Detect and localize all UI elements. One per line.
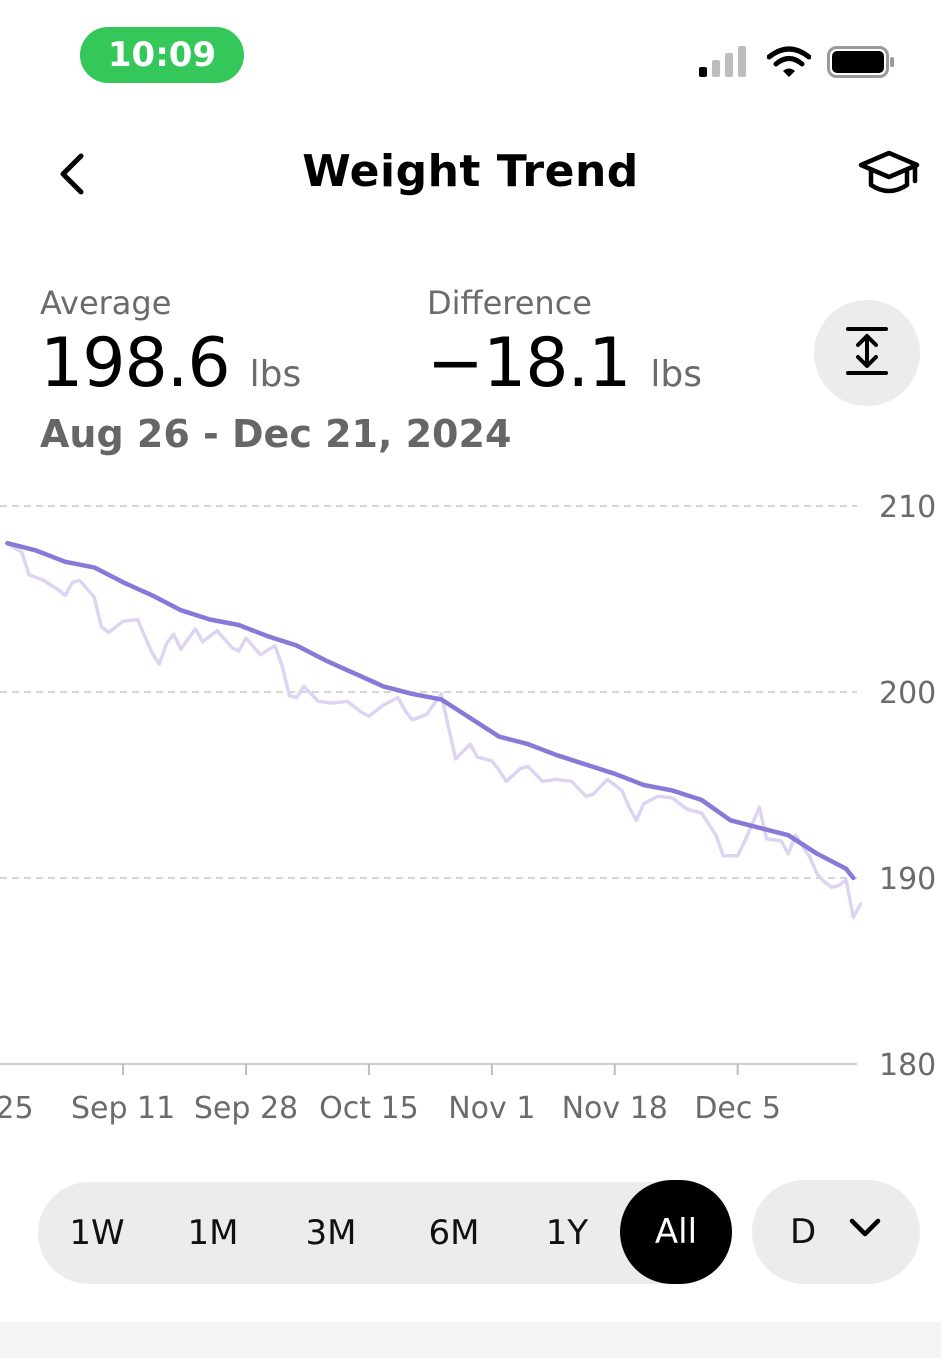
average-value: 198.6 xyxy=(40,324,231,403)
y-tick-label: 190 xyxy=(879,862,936,897)
y-tick-label: 200 xyxy=(879,676,936,711)
back-button[interactable] xyxy=(44,148,100,204)
average-label: Average xyxy=(40,284,172,322)
date-range: Aug 26 - Dec 21, 2024 xyxy=(40,412,512,456)
x-tick-label: g 25 xyxy=(0,1091,34,1126)
x-tick-label: Nov 18 xyxy=(562,1091,668,1126)
weight-chart[interactable]: 210 200 190 180 g 25 Sep 11 Sep 28 Oct 15 Nov 1 N… xyxy=(0,470,941,1150)
raw-weight-line xyxy=(5,541,863,919)
status-bar: 10:09 xyxy=(0,0,941,110)
status-icons xyxy=(699,44,895,84)
x-tick-label: Sep 28 xyxy=(194,1091,298,1126)
range-option-1w[interactable]: 1W xyxy=(69,1213,125,1253)
x-tick-label: Nov 1 xyxy=(448,1091,535,1126)
cellular-signal-icon xyxy=(699,45,751,83)
average-unit: lbs xyxy=(249,354,302,395)
range-option-all[interactable]: All xyxy=(620,1180,732,1284)
x-tick-label: Dec 5 xyxy=(694,1091,781,1126)
page-title: Weight Trend xyxy=(302,146,639,197)
x-tick-label: Sep 11 xyxy=(71,1091,175,1126)
average-stat: Average 198.6 lbs xyxy=(40,284,301,403)
difference-value: −18.1 xyxy=(427,324,631,403)
weight-chart-svg: 210 200 190 180 g 25 Sep 11 Sep 28 Oct 15 Nov 1 N… xyxy=(0,490,936,1126)
range-option-3m[interactable]: 3M xyxy=(305,1213,357,1253)
expand-vertical-icon xyxy=(845,326,889,380)
graduation-cap-icon xyxy=(857,147,921,205)
granularity-select[interactable]: D xyxy=(752,1180,920,1284)
range-option-1y[interactable]: 1Y xyxy=(545,1213,589,1253)
difference-stat: Difference −18.1 lbs xyxy=(427,284,702,403)
granularity-value: D xyxy=(790,1212,817,1252)
header: Weight Trend xyxy=(0,120,941,230)
range-selector: 1W 1M 3M 6M 1Y All xyxy=(38,1180,732,1284)
expand-scale-button[interactable] xyxy=(814,300,920,406)
x-tick-label: Oct 15 xyxy=(319,1091,419,1126)
battery-icon xyxy=(827,45,895,83)
chevron-down-icon xyxy=(848,1216,882,1244)
range-option-1m[interactable]: 1M xyxy=(187,1213,239,1253)
y-tick-label: 210 xyxy=(879,490,936,525)
status-time: 10:09 xyxy=(80,27,244,83)
trend-line xyxy=(5,540,856,881)
difference-unit: lbs xyxy=(650,354,702,395)
bottom-panel xyxy=(0,1322,941,1358)
range-option-6m[interactable]: 6M xyxy=(428,1213,480,1253)
difference-label: Difference xyxy=(427,284,592,322)
learn-button[interactable] xyxy=(853,144,925,208)
y-tick-label: 180 xyxy=(879,1048,936,1083)
chevron-left-icon xyxy=(55,152,89,200)
wifi-icon xyxy=(766,45,812,83)
